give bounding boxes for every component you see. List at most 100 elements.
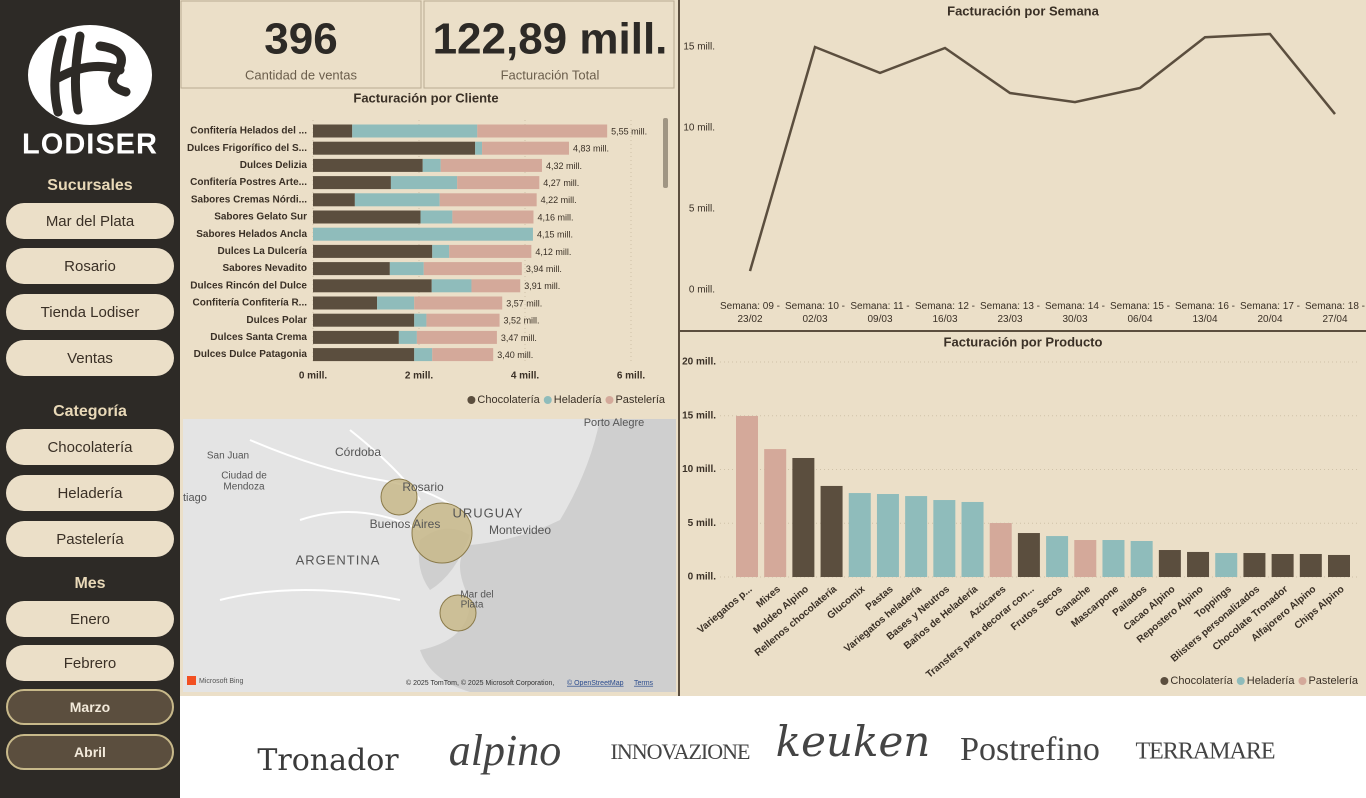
logo-text: LODISER [22, 129, 158, 161]
filter-title: Categoría [53, 403, 127, 420]
map-label: Rosario [402, 480, 444, 494]
map-link[interactable]: Terms [634, 680, 654, 687]
x-tick-label: Chips Alpino [1293, 584, 1347, 632]
filter-button[interactable]: Marzo [6, 689, 174, 725]
y-tick-label: Dulces Delizia [240, 160, 308, 171]
map-label: San Juan [207, 451, 249, 462]
kpi-value: 396 [264, 15, 337, 64]
bar-segment [313, 244, 433, 258]
filter-title: Mes [74, 575, 105, 592]
bar [736, 415, 758, 577]
y-tick-label: Dulces Polar [246, 315, 307, 326]
legend-label: Pastelería [615, 394, 665, 406]
x-tick-label: Semana: 12 - 16/03 [914, 301, 976, 325]
legend-label: Heladería [554, 394, 603, 406]
filter-button[interactable]: Pastelería [6, 521, 174, 557]
filter-button[interactable]: Heladería [6, 475, 174, 511]
x-tick-label: Semana: 09 - 23/02 [719, 301, 781, 325]
y-tick-label: Confitería Helados del ... [190, 126, 307, 137]
y-tick-label: Dulces Santa Crema [210, 332, 307, 343]
x-tick-label: 6 mill. [617, 371, 646, 382]
data-label: 4,16 mill. [537, 212, 573, 222]
filter-button[interactable]: Tienda Lodiser [6, 294, 174, 330]
bar [1299, 553, 1322, 577]
bar-segment [432, 244, 450, 258]
y-tick-label: 5 mill. [688, 518, 717, 529]
bar [1158, 550, 1181, 577]
y-tick-label: Confitería Confitería R... [193, 298, 308, 309]
y-tick-label: Dulces Rincón del Dulce [190, 280, 307, 291]
filter-button[interactable]: Ventas [6, 340, 174, 376]
map-link[interactable]: © OpenStreetMap [567, 679, 624, 687]
bar [1102, 540, 1125, 577]
y-tick-label: Dulces Dulce Patagonia [194, 349, 308, 360]
data-label: 4,12 mill. [535, 247, 571, 257]
divider [680, 330, 1366, 332]
filter-button[interactable]: Enero [6, 601, 174, 637]
map-label: Córdoba [335, 445, 381, 459]
data-label: 4,22 mill. [541, 195, 577, 205]
bar-segment [416, 330, 497, 344]
map-label: Montevideo [489, 523, 551, 537]
x-tick-label: Semana: 18 - 27/04 [1304, 301, 1366, 325]
map-attribution: © 2025 TomTom, © 2025 Microsoft Corporat… [406, 679, 554, 687]
x-tick-label: Semana: 13 - 23/03 [979, 301, 1041, 325]
bar-segment [313, 227, 533, 241]
x-tick-label: Semana: 16 - 13/04 [1174, 301, 1236, 325]
x-tick-label: 4 mill. [511, 371, 540, 382]
x-tick-label: 2 mill. [405, 371, 434, 382]
bar-segment [452, 210, 534, 224]
bar-segment [414, 313, 427, 327]
bar-segment [313, 141, 476, 155]
y-tick-label: 20 mill. [682, 357, 716, 368]
filter-button[interactable]: Chocolatería [6, 429, 174, 465]
map-label: Porto Alegre [584, 417, 645, 429]
kpi-value: 122,89 mill. [433, 15, 668, 64]
data-label: 3,52 mill. [504, 316, 540, 326]
legend-label: Chocolatería [1170, 675, 1233, 687]
bar-segment [440, 158, 542, 172]
bar [1046, 536, 1069, 577]
bar [792, 457, 815, 577]
map-label: ARGENTINA [296, 552, 381, 567]
filter-button[interactable]: Abril [6, 734, 174, 770]
bar [820, 485, 843, 577]
map-provider: Microsoft Bing [199, 678, 243, 685]
line [748, 32, 1336, 272]
bar-segment [313, 279, 432, 293]
y-tick-label: Sabores Gelato Sur [214, 212, 307, 223]
divider [678, 0, 680, 696]
y-tick-label: Sabores Nevadito [223, 263, 307, 274]
bar-segment [352, 124, 478, 138]
map-label: tiago [183, 492, 207, 504]
bar-segment [389, 262, 424, 276]
filter-button[interactable]: Mar del Plata [6, 203, 174, 239]
bar-segment [414, 348, 433, 362]
brand-logo: INNOVAZIONE [611, 739, 750, 764]
bar-segment [482, 141, 569, 155]
brand-logo: keuken [776, 717, 931, 766]
filter-button[interactable]: Rosario [6, 248, 174, 284]
data-label: 3,57 mill. [506, 298, 542, 308]
data-label: 3,91 mill. [524, 281, 560, 291]
bar-segment [477, 124, 608, 138]
bar-segment [313, 176, 391, 190]
data-label: 3,94 mill. [526, 264, 562, 274]
x-tick-label: Semana: 11 - 09/03 [850, 301, 910, 325]
bar [1243, 553, 1266, 577]
bar [848, 493, 871, 577]
bar-segment [313, 124, 353, 138]
bar [933, 500, 956, 577]
bar [1130, 540, 1153, 577]
legend-swatch [605, 396, 614, 404]
bar-segment [439, 193, 537, 207]
kpi-card [423, 0, 675, 89]
bar-segment [457, 176, 540, 190]
legend-swatch [1298, 677, 1307, 685]
kpi-label: Cantidad de ventas [245, 67, 358, 82]
y-tick-label: 15 mill. [682, 410, 716, 421]
bar-segment [426, 313, 500, 327]
filter-button[interactable]: Febrero [6, 645, 174, 681]
y-tick-label: Dulces La Dulcería [218, 246, 308, 257]
